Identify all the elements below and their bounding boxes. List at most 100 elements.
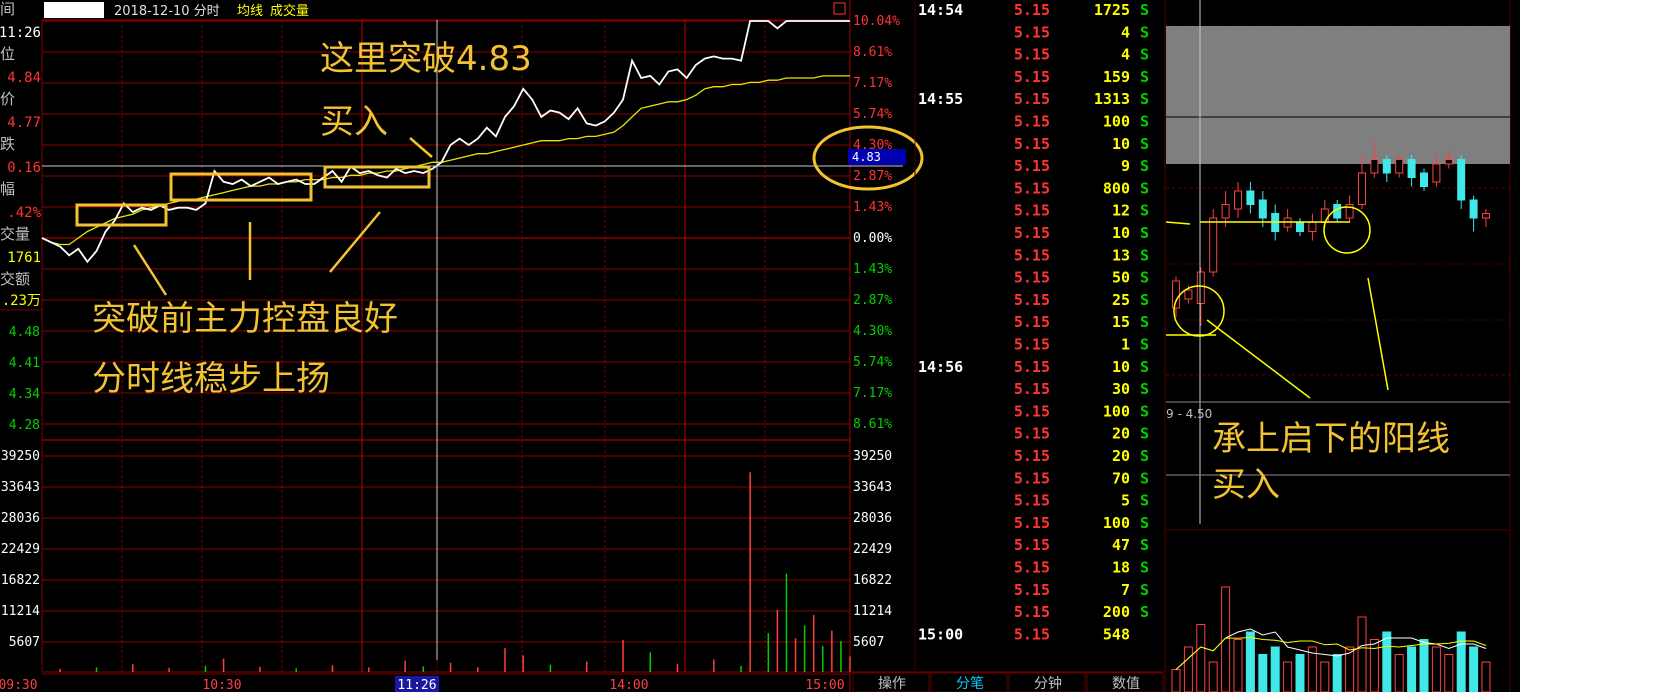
volume-tick: 28036 — [853, 511, 892, 526]
tab-label[interactable]: 分笔 — [956, 676, 984, 692]
trade-qty: 800 — [1103, 179, 1130, 197]
pct-tick: 1.43% — [853, 200, 892, 215]
price-line — [41, 20, 850, 264]
trade-price: 5.15 — [1014, 380, 1050, 398]
trade-price: 5.15 — [1014, 269, 1050, 287]
trade-price: 5.15 — [1014, 581, 1050, 599]
candle-body — [1184, 289, 1193, 300]
candle-body — [1296, 222, 1304, 232]
candle-body — [1209, 217, 1218, 273]
trade-side: S — [1140, 447, 1149, 465]
redacted-stock-name — [44, 2, 104, 18]
mini-volume-bar — [1258, 654, 1268, 692]
tab-0[interactable]: 操作 — [852, 672, 930, 692]
panel-toggle-button[interactable] — [833, 2, 846, 15]
tab-1[interactable]: 分笔 — [930, 672, 1008, 692]
mini-volume-bar — [1283, 661, 1293, 692]
trade-qty: 10 — [1112, 135, 1130, 153]
volume-tick: 33643 — [853, 480, 892, 495]
time-tick: 14:00 — [609, 678, 648, 692]
trade-side: S — [1140, 202, 1149, 220]
tab-label[interactable]: 分钟 — [1034, 675, 1062, 692]
pct-tick: 10.04% — [853, 14, 900, 29]
tab-bg[interactable] — [852, 672, 930, 692]
mini-volume-bars — [1171, 586, 1491, 692]
annotation-control-2: 分时线稳步上扬 — [92, 359, 330, 399]
mini-vol-ma-yellow — [1175, 636, 1487, 670]
header-date-mode: 2018-12-10 分时 — [114, 4, 220, 19]
volume-tick: 11214 — [853, 604, 892, 619]
mini-volume-bar — [1357, 616, 1367, 692]
price-highlight-circle — [812, 125, 924, 191]
volume-tick: 5607 — [853, 635, 884, 650]
trade-side: S — [1140, 313, 1149, 331]
trade-side: S — [1140, 402, 1149, 420]
info-label-change: 跌 — [0, 135, 15, 153]
candle-body — [1246, 190, 1255, 205]
trade-price: 5.15 — [1014, 603, 1050, 621]
trade-side: S — [1140, 559, 1149, 577]
info-label-volume: 交量 — [0, 225, 30, 243]
pct-tick: 1.43% — [853, 262, 892, 277]
pct-tick: 5.74% — [853, 107, 892, 122]
trade-price: 5.15 — [1014, 625, 1050, 643]
info-value-pct: .42% — [7, 205, 41, 221]
candle-body — [1221, 204, 1230, 219]
header-ma-label[interactable]: 均线 — [237, 4, 263, 19]
mini-volume-bar — [1332, 654, 1342, 692]
trade-side: S — [1140, 135, 1149, 153]
tab-3[interactable]: 数值 — [1086, 672, 1164, 692]
trade-qty: 4 — [1121, 46, 1130, 64]
candle-body — [1345, 204, 1354, 219]
mini-range-label: 9 - 4.50 — [1166, 407, 1212, 421]
tab-2[interactable]: 分钟 — [1008, 672, 1086, 692]
trade-price: 5.15 — [1014, 336, 1050, 354]
trade-price: 5.15 — [1014, 202, 1050, 220]
trade-qty: 10 — [1112, 358, 1130, 376]
trade-price: 5.15 — [1014, 358, 1050, 376]
trade-side: S — [1140, 581, 1149, 599]
mini-volume-bar — [1245, 631, 1255, 692]
info-value-price: 4.77 — [7, 115, 41, 131]
trade-time: 14:55 — [918, 90, 963, 108]
tab-bg[interactable] — [1086, 672, 1164, 692]
trade-qty: 15 — [1112, 313, 1130, 331]
pointer-mini-2 — [1367, 277, 1389, 391]
trade-price: 5.15 — [1014, 135, 1050, 153]
header-volume-label[interactable]: 成交量 — [270, 3, 309, 19]
candle-body — [1457, 159, 1466, 201]
pct-tick: 7.17% — [853, 386, 892, 401]
tab-bg[interactable] — [1008, 672, 1086, 692]
tab-label[interactable]: 操作 — [878, 676, 906, 692]
buy-candle-circle — [1173, 285, 1225, 337]
trade-side: S — [1140, 179, 1149, 197]
trade-qty: 25 — [1112, 291, 1130, 309]
left-price-axis: 4.48 4.41 4.34 4.28 — [9, 325, 40, 433]
time-tick: 11:26 — [397, 678, 436, 692]
candle-body — [1258, 199, 1267, 219]
main-chart-frame — [41, 19, 851, 673]
trade-price: 5.15 — [1014, 514, 1050, 532]
trade-side: S — [1140, 224, 1149, 242]
mini-volume-bar — [1307, 646, 1317, 692]
trade-qty: 1313 — [1094, 90, 1130, 108]
time-tick: 15:00 — [805, 678, 844, 692]
candle-body — [1382, 159, 1391, 174]
trade-side: S — [1140, 425, 1149, 443]
arrow-marker — [1165, 221, 1191, 225]
annotations-main: 这里突破4.83 买入 突破前主力控盘良好 分时线稳步上扬 — [75, 39, 924, 399]
pct-tick: 7.17% — [853, 76, 892, 91]
info-value-time: 11:26 — [0, 25, 41, 41]
tab-bg[interactable] — [930, 672, 1008, 692]
consolidation-box-1 — [75, 203, 168, 227]
trade-side: S — [1140, 336, 1149, 354]
trade-qty: 47 — [1112, 536, 1130, 554]
annotation-candle-1: 承上启下的阳线 — [1212, 419, 1450, 459]
trade-side: S — [1140, 492, 1149, 510]
trade-qty: 10 — [1112, 224, 1130, 242]
annotation-candle-2: 买入 — [1212, 465, 1280, 505]
trade-qty: 70 — [1112, 469, 1130, 487]
pct-tick: 2.87% — [853, 169, 892, 184]
tab-label[interactable]: 数值 — [1112, 676, 1140, 692]
left-volume-tick: 11214 — [1, 604, 40, 619]
